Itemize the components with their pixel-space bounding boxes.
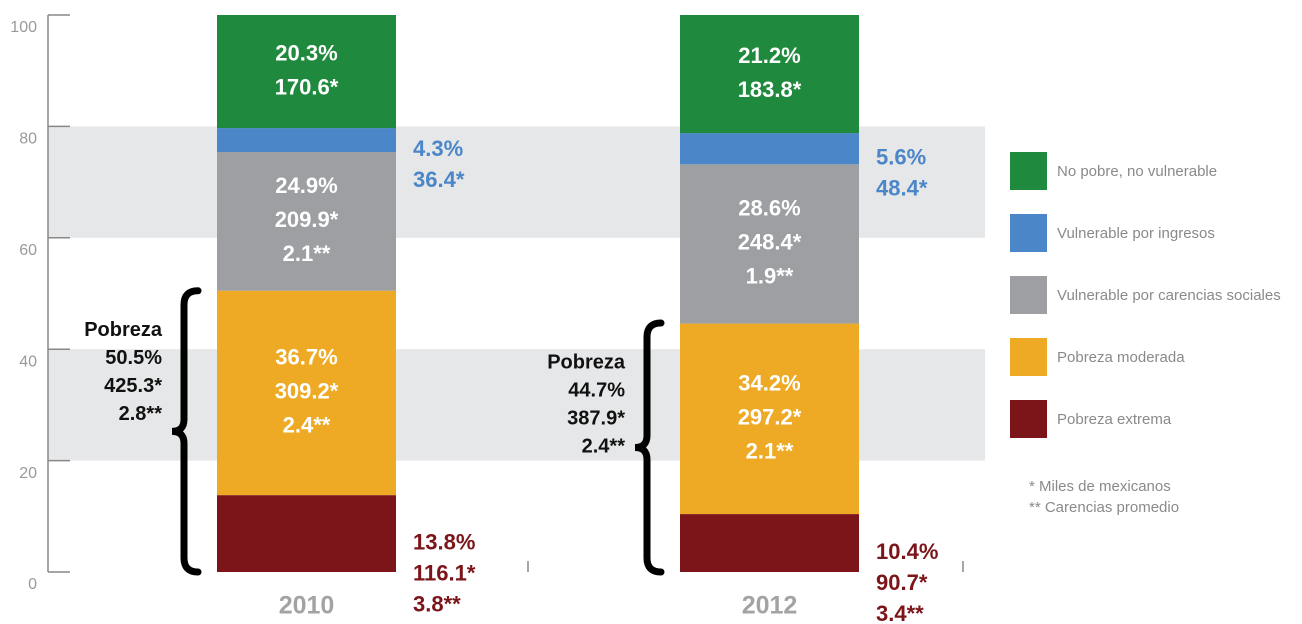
annotation-deprivation: 2.8** <box>119 403 163 425</box>
bar-segment <box>217 128 396 153</box>
deprivation-label: 2.1** <box>283 241 331 266</box>
annotation-people: 425.3* <box>104 375 162 397</box>
legend-label: No pobre, no vulnerable <box>1057 163 1217 180</box>
legend-swatch <box>1010 400 1047 438</box>
value-label: 4.3% <box>413 136 463 161</box>
annotation-value: 44.7% <box>568 379 625 401</box>
people-label: 36.4* <box>413 167 465 192</box>
people-label: 297.2* <box>738 405 802 430</box>
y-tick-label: 20 <box>19 465 37 482</box>
y-tick-label: 60 <box>19 242 37 259</box>
value-label: 24.9% <box>275 173 337 198</box>
people-label: 170.6* <box>275 74 339 99</box>
bar-segment <box>217 290 396 496</box>
legend-label: Vulnerable por ingresos <box>1057 225 1215 242</box>
brace <box>634 319 665 576</box>
value-label: 28.6% <box>738 196 800 221</box>
people-label: 209.9* <box>275 207 339 232</box>
people-label: 48.4* <box>876 175 928 200</box>
legend-label: Vulnerable por carencias sociales <box>1057 287 1281 304</box>
bar-segment <box>217 152 396 291</box>
value-label: 13.8% <box>413 529 475 554</box>
y-tick-label: 80 <box>19 131 37 148</box>
annotation-value: 50.5% <box>105 347 162 369</box>
legend-swatch <box>1010 214 1047 252</box>
bar-segment <box>680 15 859 134</box>
annotation-people: 387.9* <box>567 407 625 429</box>
people-label: 248.4* <box>738 230 802 255</box>
annotation-title: Pobreza <box>84 319 163 341</box>
y-tick-label: 40 <box>19 353 37 370</box>
legend-label: Pobreza extrema <box>1057 411 1172 428</box>
x-tick-label: 2010 <box>279 592 335 620</box>
deprivation-label: 3.8** <box>413 591 461 616</box>
people-label: 183.8* <box>738 77 802 102</box>
annotation-deprivation: 2.4** <box>582 435 626 457</box>
legend-swatch <box>1010 338 1047 376</box>
deprivation-label: 2.4** <box>283 413 331 438</box>
footnote: * Miles de mexicanos <box>1029 478 1171 495</box>
value-label: 20.3% <box>275 40 337 65</box>
footnote: ** Carencias promedio <box>1029 499 1179 516</box>
deprivation-label: 2.1** <box>746 439 794 464</box>
bar-segment <box>680 164 859 324</box>
legend-swatch <box>1010 152 1047 190</box>
annotation-title: Pobreza <box>547 351 626 373</box>
deprivation-label: 1.9** <box>746 264 794 289</box>
y-tick-label: 0 <box>28 576 37 593</box>
value-label: 5.6% <box>876 144 926 169</box>
legend-swatch <box>1010 276 1047 314</box>
y-tick-label: 100 <box>10 19 37 36</box>
value-label: 36.7% <box>275 345 337 370</box>
bar-segment <box>680 514 859 572</box>
people-label: 309.2* <box>275 379 339 404</box>
bar-segment <box>217 495 396 572</box>
people-label: 116.1* <box>413 560 476 585</box>
value-label: 10.4% <box>876 539 938 564</box>
legend-label: Pobreza moderada <box>1057 349 1185 366</box>
brace <box>171 287 202 576</box>
x-tick-label: 2012 <box>742 592 798 620</box>
bar-segment <box>217 15 396 129</box>
value-label: 21.2% <box>738 43 800 68</box>
bar-segment <box>680 133 859 165</box>
deprivation-label: 3.4** <box>876 601 924 624</box>
people-label: 90.7* <box>876 570 928 595</box>
bar-segment <box>680 323 859 515</box>
value-label: 34.2% <box>738 371 800 396</box>
